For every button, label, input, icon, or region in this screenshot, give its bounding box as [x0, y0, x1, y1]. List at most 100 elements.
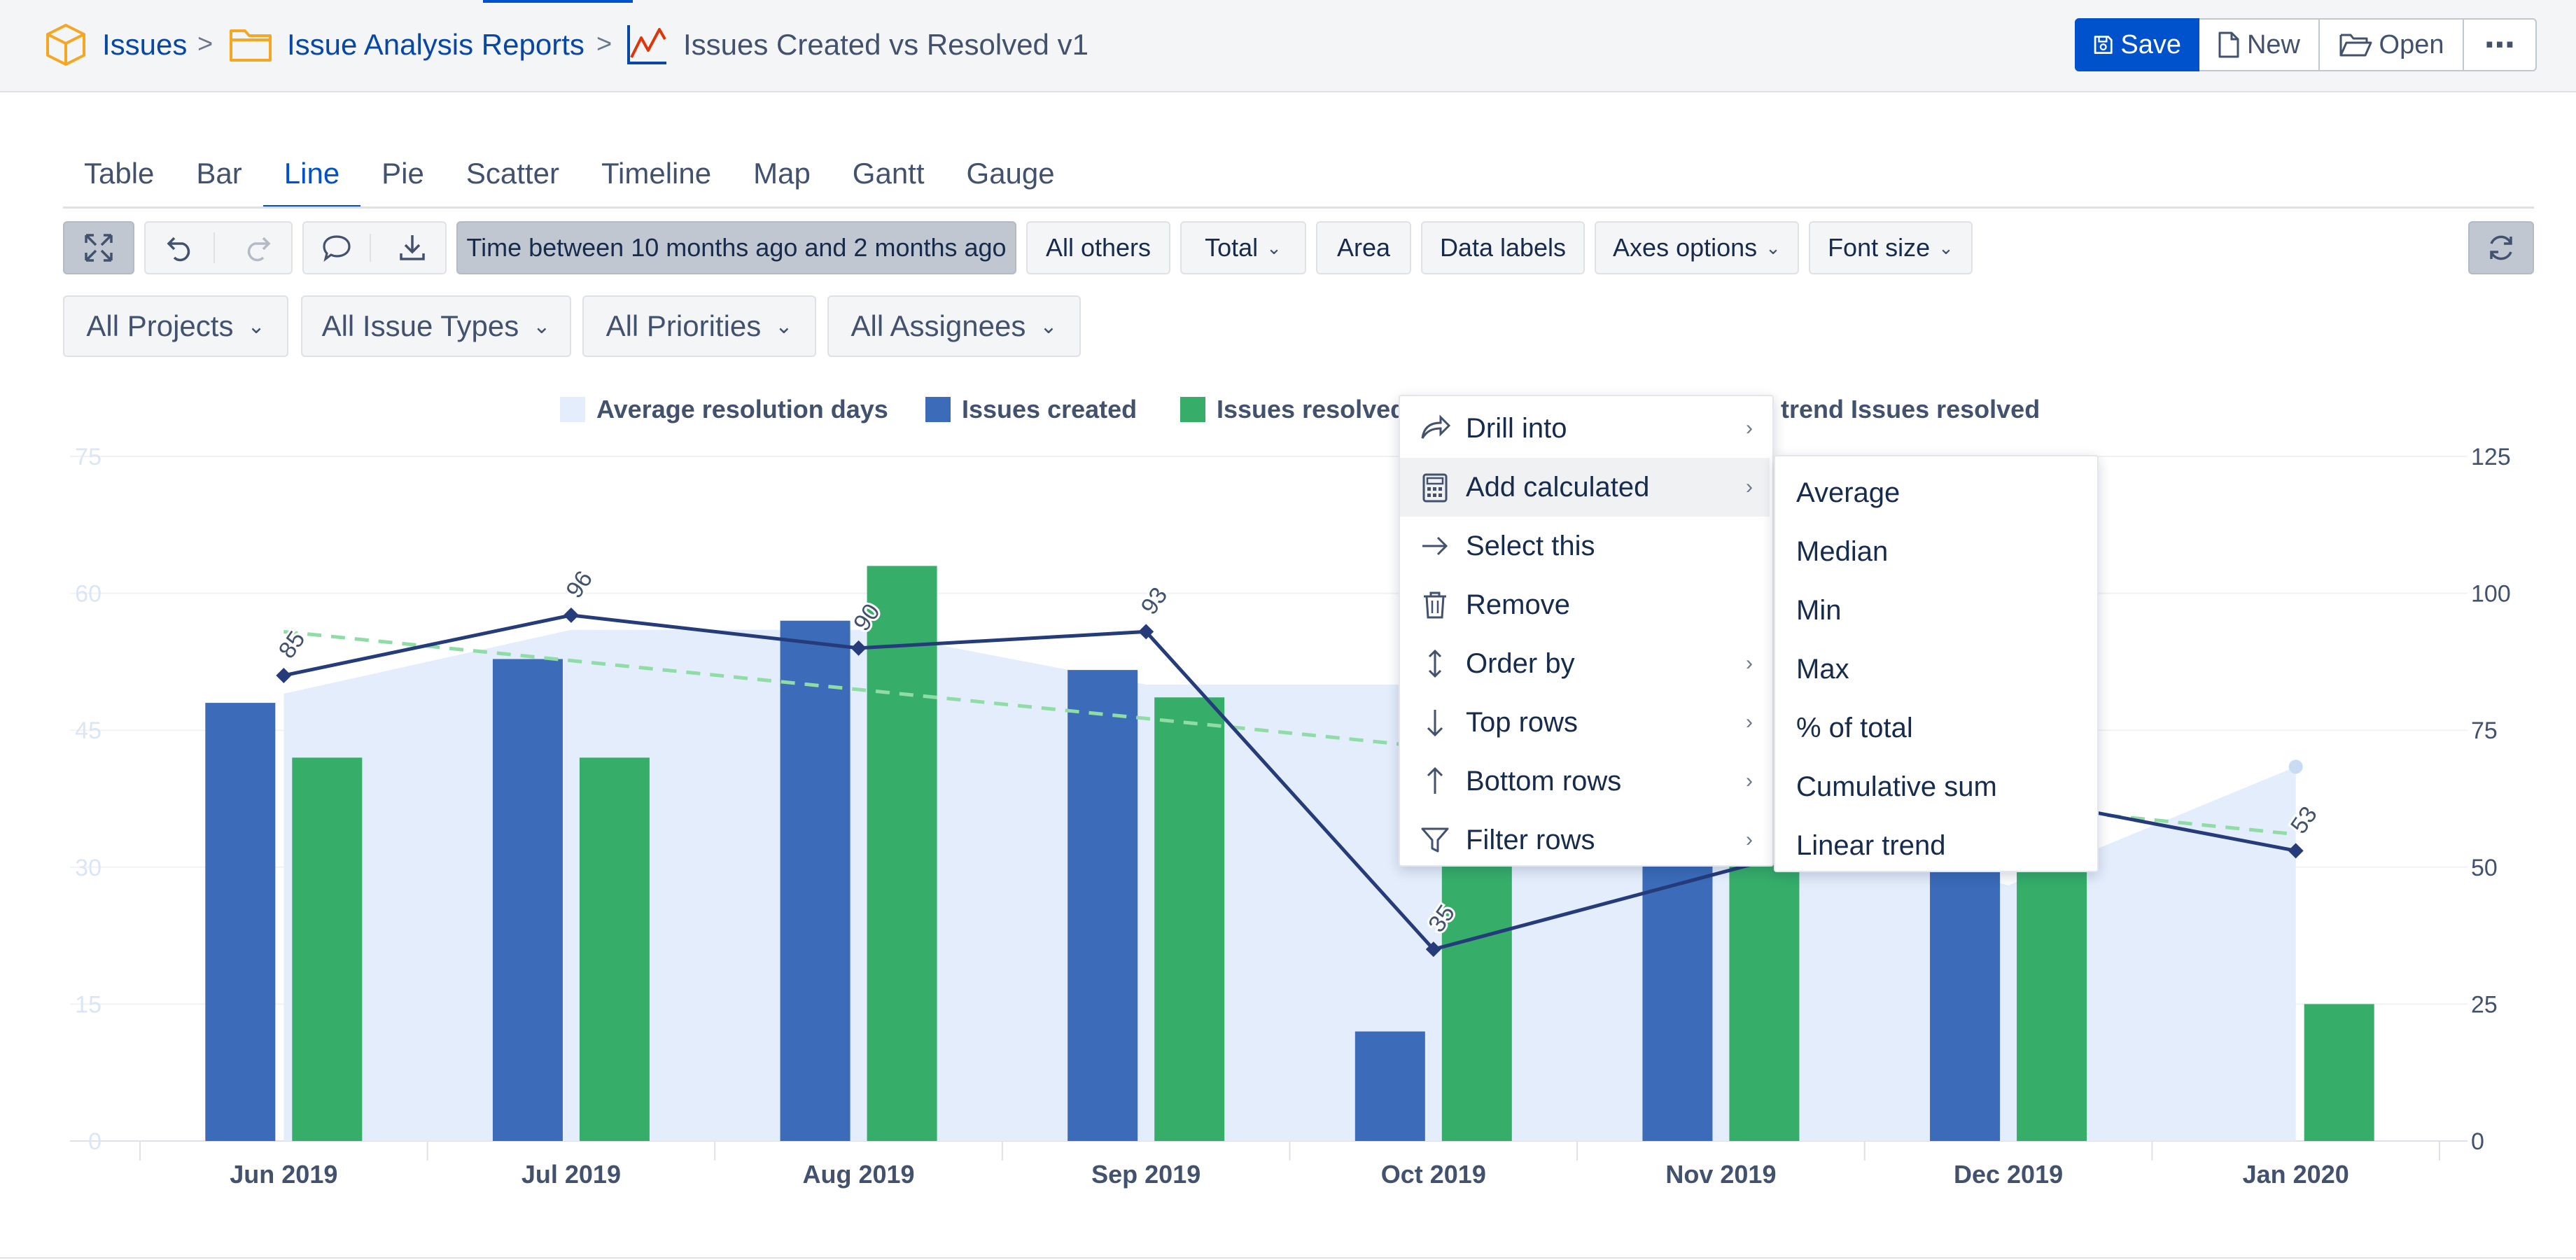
project-filter-label: All Projects: [86, 309, 234, 342]
font-size-dropdown[interactable]: Font size ⌄: [1809, 221, 1973, 274]
bar-issues-resolved: [1154, 697, 1225, 1141]
x-axis-label: Jul 2019: [522, 1160, 621, 1189]
axes-options-dropdown[interactable]: Axes options ⌄: [1595, 221, 1799, 274]
menu-item-label: Order by: [1466, 648, 1575, 679]
legend-item-avg[interactable]: Average resolution days: [560, 392, 888, 427]
breadcrumb-root[interactable]: Issues: [43, 20, 187, 70]
x-axis-label: Jan 2020: [2243, 1160, 2349, 1189]
breadcrumb-root-label: Issues: [102, 28, 188, 61]
breadcrumb-separator: >: [197, 29, 214, 59]
legend-item-created[interactable]: Issues created: [925, 392, 1137, 427]
menu-item-select-this[interactable]: Select this: [1400, 517, 1770, 575]
chevron-down-icon: ⌄: [1266, 237, 1282, 258]
x-axis-label: Nov 2019: [1665, 1160, 1776, 1189]
comment-button[interactable]: [304, 234, 371, 262]
total-dropdown[interactable]: Total ⌄: [1180, 221, 1306, 274]
save-label: Save: [2120, 29, 2181, 59]
menu-item-order-by[interactable]: Order by ›: [1400, 634, 1770, 693]
save-button[interactable]: Save: [2075, 18, 2199, 71]
new-label: New: [2246, 29, 2301, 59]
tab-map[interactable]: Map: [753, 157, 811, 190]
tab-scatter[interactable]: Scatter: [465, 157, 559, 190]
menu-item-bottom-rows[interactable]: Bottom rows ›: [1400, 752, 1770, 811]
chevron-down-icon: ⌄: [533, 314, 551, 338]
priority-filter[interactable]: All Priorities ⌄: [582, 295, 816, 357]
save-icon: [2094, 36, 2113, 54]
tab-timeline[interactable]: Timeline: [601, 157, 712, 190]
breadcrumb-folder[interactable]: Issue Analysis Reports: [228, 20, 584, 70]
x-axis-label: Sep 2019: [1091, 1160, 1200, 1189]
line-point-marker: [2288, 843, 2304, 859]
expand-icon: [85, 234, 113, 262]
redo-button[interactable]: [223, 232, 291, 263]
tab-gauge[interactable]: Gauge: [966, 157, 1055, 190]
menu-item-filter-rows[interactable]: Filter rows ›: [1400, 811, 1770, 869]
report-header: Issues > Issue Analysis Reports > Issues…: [0, 0, 2576, 92]
tab-bar[interactable]: Bar: [196, 157, 242, 190]
arrow-up-icon: [1420, 766, 1450, 797]
chevron-right-icon: ›: [1746, 769, 1753, 792]
menu-item-add-calculated[interactable]: Add calculated ›: [1400, 458, 1770, 517]
context-menu: Drill into › Add calculated › Select this Rem…: [1399, 395, 1774, 867]
issue-type-filter[interactable]: All Issue Types ⌄: [301, 295, 571, 357]
data-label: 96: [561, 566, 598, 603]
undo-redo-group: [144, 221, 293, 274]
assignee-filter[interactable]: All Assignees ⌄: [827, 295, 1081, 357]
line-point-marker: [1138, 624, 1154, 640]
undo-button[interactable]: [146, 232, 215, 263]
all-others-label: All others: [1045, 233, 1152, 262]
new-file-icon: [2218, 31, 2239, 58]
all-others-button[interactable]: All others: [1026, 221, 1170, 274]
bar-issues-resolved: [579, 757, 650, 1141]
assignee-filter-label: All Assignees: [850, 309, 1026, 342]
menu-item-label: Select this: [1466, 530, 1595, 561]
report-title: Issues Created vs Resolved v1: [683, 28, 1088, 61]
add-calculated-submenu: Average Median Min Max % of total Cumulative …: [1774, 455, 2099, 872]
left-axis-tick: 0: [88, 1128, 102, 1155]
bar-issues-created: [1068, 670, 1138, 1141]
tab-pie[interactable]: Pie: [382, 157, 424, 190]
submenu-item-cumulative-sum[interactable]: Cumulative sum: [1775, 757, 2097, 816]
tab-line[interactable]: Line: [262, 147, 361, 209]
submenu-item-linear-trend[interactable]: Linear trend: [1775, 816, 2097, 875]
chevron-down-icon: ⌄: [775, 314, 793, 338]
data-labels-toggle[interactable]: Data labels: [1421, 221, 1585, 274]
submenu-item-max[interactable]: Max: [1775, 640, 2097, 699]
menu-item-drill-into[interactable]: Drill into ›: [1400, 399, 1770, 458]
menu-item-label: Drill into: [1466, 412, 1567, 444]
issue-type-filter-label: All Issue Types: [321, 309, 519, 342]
submenu-item-median[interactable]: Median: [1775, 522, 2097, 581]
project-filter[interactable]: All Projects ⌄: [63, 295, 288, 357]
new-button[interactable]: New: [2199, 18, 2320, 71]
refresh-icon: [2490, 235, 2512, 260]
legend-item-trend[interactable]: ar trend Issues resolved: [1750, 392, 2040, 427]
tabs-divider: [63, 206, 2534, 209]
tab-table[interactable]: Table: [84, 157, 155, 190]
time-filter-chip[interactable]: Time between 10 months ago and 2 months …: [456, 221, 1016, 274]
folder-icon: [228, 25, 273, 64]
font-size-label: Font size: [1828, 233, 1931, 262]
line-point-marker: [276, 667, 292, 683]
menu-item-label: Bottom rows: [1466, 765, 1622, 797]
fullscreen-button[interactable]: [63, 221, 134, 274]
area-toggle[interactable]: Area: [1316, 221, 1411, 274]
menu-item-label: Remove: [1466, 589, 1570, 620]
submenu-item-label: % of total: [1796, 712, 1913, 743]
tab-gantt[interactable]: Gantt: [852, 157, 925, 190]
arrow-right-icon: [1420, 531, 1450, 561]
menu-item-top-rows[interactable]: Top rows ›: [1400, 693, 1770, 752]
open-button[interactable]: Open: [2320, 18, 2464, 71]
export-button[interactable]: [379, 232, 445, 263]
more-options-button[interactable]: ⋯: [2464, 18, 2537, 71]
data-label: 93: [1136, 582, 1173, 620]
chevron-right-icon: ›: [1746, 475, 1753, 498]
submenu-item-min[interactable]: Min: [1775, 581, 2097, 640]
line-point-marker: [850, 640, 867, 656]
legend-item-resolved[interactable]: Issues resolved: [1180, 392, 1406, 427]
menu-item-remove[interactable]: Remove: [1400, 575, 1770, 634]
refresh-button[interactable]: [2468, 221, 2534, 274]
submenu-item-of-total[interactable]: % of total: [1775, 699, 2097, 757]
submenu-item-average[interactable]: Average: [1775, 463, 2097, 522]
legend-swatch: [925, 397, 951, 422]
submenu-item-label: Min: [1796, 594, 1842, 626]
